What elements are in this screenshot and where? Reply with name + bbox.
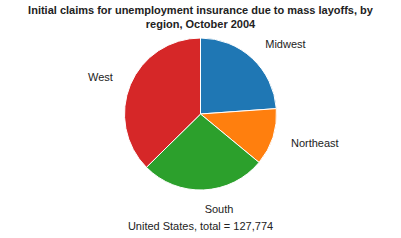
title: region, October 2004 [146, 18, 256, 30]
slice-label: Northeast [291, 137, 339, 149]
slice [124, 38, 200, 167]
labels: Midwest Northeast South West [88, 38, 339, 214]
subtitle: United States, total = 127,774 [128, 220, 273, 232]
pie [124, 38, 276, 190]
slice-label: West [88, 71, 113, 83]
slice-label: South [205, 203, 234, 215]
chart: Initial claims for unemployment insuranc… [0, 0, 401, 238]
slice-label: Midwest [265, 38, 305, 50]
title: Initial claims for unemployment insuranc… [28, 4, 374, 16]
